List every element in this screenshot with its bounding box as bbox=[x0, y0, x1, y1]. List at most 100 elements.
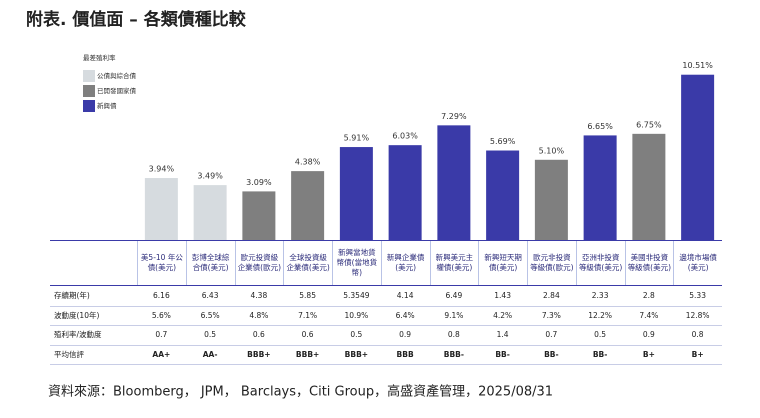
table-cell: AA- bbox=[202, 349, 218, 359]
table-cell: 0.8 bbox=[447, 330, 460, 340]
table-cell: AA+ bbox=[152, 349, 171, 359]
table-cell: 6.5% bbox=[200, 310, 220, 320]
table-cell: 7.1% bbox=[298, 310, 318, 320]
table-line bbox=[50, 285, 722, 286]
category-header: 全球投資級企業債(美元) bbox=[283, 241, 332, 285]
table-cell: 2.33 bbox=[591, 291, 609, 301]
category-header: 彭博全球綜合債(美元) bbox=[185, 241, 235, 285]
table-cell: 4.14 bbox=[396, 291, 414, 301]
table-cell: 0.9 bbox=[642, 330, 655, 340]
legend-title: 最差殖利率 bbox=[83, 53, 116, 62]
table-cell: B+ bbox=[642, 349, 655, 359]
table-cell: 2.84 bbox=[543, 291, 560, 301]
table-cell: 10.9% bbox=[344, 310, 369, 320]
bar bbox=[144, 178, 178, 240]
value-label: 5.69% bbox=[490, 137, 516, 146]
table-cell: 0.5 bbox=[350, 330, 363, 340]
table-cell: 12.8% bbox=[685, 310, 710, 320]
value-label: 3.94% bbox=[149, 165, 175, 174]
bar bbox=[388, 145, 422, 240]
table-cell: BBB- bbox=[443, 349, 464, 359]
value-label: 5.10% bbox=[539, 146, 565, 155]
category-header: 歐元非投資等級債(歐元) bbox=[527, 241, 576, 285]
table-cell: BB- bbox=[495, 349, 510, 359]
value-label: 10.51% bbox=[682, 61, 713, 70]
bar bbox=[193, 185, 227, 240]
table-cell: 7.4% bbox=[639, 310, 659, 320]
table-cell: 5.3549 bbox=[343, 291, 370, 301]
table-line bbox=[50, 344, 722, 346]
table-cell: 4.38 bbox=[250, 291, 268, 301]
table-cell: 7.3% bbox=[541, 310, 561, 320]
category-header: 新興美元主權債(美元) bbox=[429, 241, 479, 285]
table-cell: 0.5 bbox=[204, 330, 217, 340]
category-header: 美國非投資等級債(美元) bbox=[624, 241, 674, 285]
table-cell: 5.85 bbox=[299, 291, 316, 301]
category-header: 邊境市場債(美元) bbox=[673, 241, 722, 285]
source: 資料來源：Bloomberg， JPM， Barclays，Citi Group… bbox=[48, 384, 553, 400]
table-cell: BBB bbox=[396, 349, 414, 359]
legend-swatch bbox=[83, 100, 95, 112]
table-cell: 1.4 bbox=[496, 330, 509, 340]
table-cell: B+ bbox=[691, 349, 704, 359]
table-cell: 4.2% bbox=[493, 310, 513, 320]
category-header: 新興當地貨幣債(當地貨幣) bbox=[332, 241, 381, 285]
table-cell: 0.5 bbox=[594, 330, 607, 340]
table-cell: BBB+ bbox=[344, 349, 369, 359]
table-cell: 6.49 bbox=[445, 291, 463, 301]
table-line bbox=[50, 325, 722, 326]
table-cell: BBB+ bbox=[247, 349, 271, 359]
table-cell: 0.9 bbox=[399, 330, 412, 340]
bar bbox=[486, 150, 520, 240]
legend-label: 已開發國家債 bbox=[97, 86, 137, 95]
row-label: 平均信評 bbox=[54, 349, 84, 359]
category-header: 美5-10 年公債(美元) bbox=[137, 241, 186, 285]
legend-label: 公債與綜合債 bbox=[97, 71, 137, 80]
value-label: 3.49% bbox=[197, 172, 223, 181]
category-header: 新興短天期債(美元) bbox=[478, 241, 527, 285]
legend-swatch bbox=[83, 85, 95, 97]
table-cell: 2.8 bbox=[642, 291, 655, 301]
table-cell: 9.1% bbox=[444, 310, 464, 320]
table-cell: 5.6% bbox=[151, 310, 171, 320]
category-header: 新興企業債(美元) bbox=[380, 241, 430, 285]
table-line bbox=[50, 364, 722, 365]
legend-swatch bbox=[83, 70, 95, 82]
table-cell: 6.4% bbox=[395, 310, 415, 320]
table-cell: BB- bbox=[544, 349, 559, 359]
table-cell: BB- bbox=[592, 349, 608, 359]
table-cell: 0.7 bbox=[545, 330, 558, 340]
bar bbox=[534, 159, 568, 240]
table-line bbox=[50, 305, 722, 307]
table-cell: 0.6 bbox=[252, 330, 265, 340]
table-cell: 5.33 bbox=[689, 291, 706, 301]
value-label: 5.91% bbox=[344, 134, 370, 143]
bar bbox=[681, 74, 715, 240]
table-cell: 4.8% bbox=[249, 310, 269, 320]
category-header: 歐元投資級企業債(歐元) bbox=[234, 241, 284, 285]
table-cell: BBB+ bbox=[295, 349, 320, 359]
table-cell: 0.7 bbox=[155, 330, 168, 340]
table-cell: 1.43 bbox=[494, 291, 511, 301]
category-header: 亞洲非投資等級債(美元) bbox=[575, 241, 625, 285]
row-label: 殖利率/波動度 bbox=[54, 330, 102, 340]
bar bbox=[339, 147, 373, 240]
row-label: 存續期(年) bbox=[54, 291, 90, 301]
chart-title: 附表. 價值面 – 各類債種比較 bbox=[26, 9, 247, 30]
bar bbox=[291, 171, 325, 240]
table-cell: 0.8 bbox=[691, 330, 704, 340]
bar bbox=[437, 125, 471, 240]
table-line bbox=[50, 240, 722, 241]
value-label: 4.38% bbox=[295, 158, 321, 167]
bar bbox=[242, 191, 276, 240]
value-label: 3.09% bbox=[246, 178, 272, 187]
table-cell: 6.16 bbox=[153, 291, 170, 301]
bar bbox=[632, 133, 666, 240]
value-label: 6.03% bbox=[392, 132, 418, 141]
table-cell: 0.6 bbox=[301, 330, 314, 340]
value-label: 6.65% bbox=[587, 122, 613, 131]
table-cell: 12.2% bbox=[588, 310, 613, 320]
legend-label: 新興債 bbox=[97, 101, 117, 110]
